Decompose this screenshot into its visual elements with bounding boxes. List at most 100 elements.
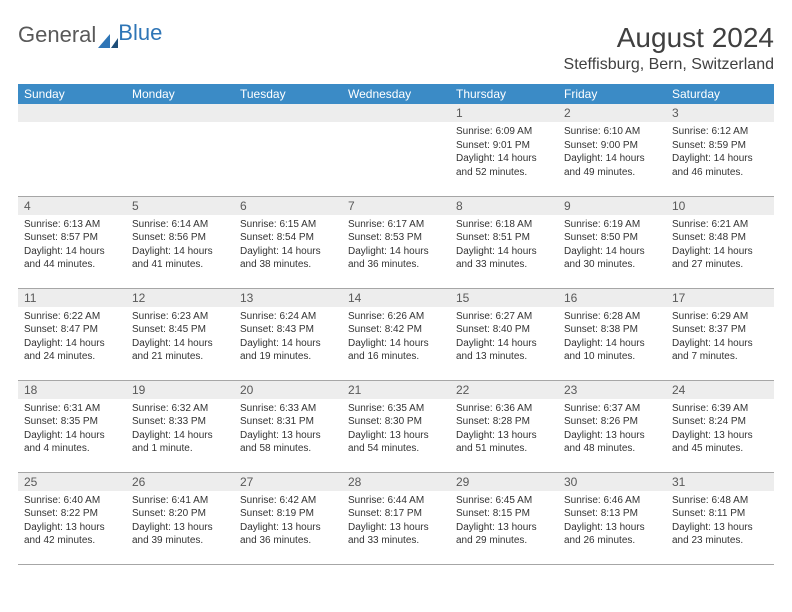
calendar-cell: 31Sunrise: 6:48 AMSunset: 8:11 PMDayligh… xyxy=(666,472,774,564)
daylight-line: Daylight: 14 hours and 24 minutes. xyxy=(24,337,120,364)
sunrise-line: Sunrise: 6:18 AM xyxy=(456,218,552,232)
sunset-line: Sunset: 9:00 PM xyxy=(564,139,660,153)
day-details: Sunrise: 6:46 AMSunset: 8:13 PMDaylight:… xyxy=(558,491,666,552)
calendar-cell: 17Sunrise: 6:29 AMSunset: 8:37 PMDayligh… xyxy=(666,288,774,380)
daylight-line: Daylight: 13 hours and 39 minutes. xyxy=(132,521,228,548)
calendar-cell: 24Sunrise: 6:39 AMSunset: 8:24 PMDayligh… xyxy=(666,380,774,472)
sunset-line: Sunset: 8:45 PM xyxy=(132,323,228,337)
daylight-line: Daylight: 14 hours and 16 minutes. xyxy=(348,337,444,364)
day-number: 10 xyxy=(666,197,774,215)
calendar-cell: 13Sunrise: 6:24 AMSunset: 8:43 PMDayligh… xyxy=(234,288,342,380)
sunset-line: Sunset: 8:56 PM xyxy=(132,231,228,245)
day-number: 15 xyxy=(450,289,558,307)
daylight-line: Daylight: 14 hours and 33 minutes. xyxy=(456,245,552,272)
calendar-cell: 29Sunrise: 6:45 AMSunset: 8:15 PMDayligh… xyxy=(450,472,558,564)
sunrise-line: Sunrise: 6:27 AM xyxy=(456,310,552,324)
sunset-line: Sunset: 8:50 PM xyxy=(564,231,660,245)
calendar-row: 11Sunrise: 6:22 AMSunset: 8:47 PMDayligh… xyxy=(18,288,774,380)
weekday-header: Saturday xyxy=(666,84,774,104)
daylight-line: Daylight: 14 hours and 10 minutes. xyxy=(564,337,660,364)
sunset-line: Sunset: 9:01 PM xyxy=(456,139,552,153)
day-number: 2 xyxy=(558,104,666,122)
sunrise-line: Sunrise: 6:24 AM xyxy=(240,310,336,324)
day-details: Sunrise: 6:44 AMSunset: 8:17 PMDaylight:… xyxy=(342,491,450,552)
day-details: Sunrise: 6:18 AMSunset: 8:51 PMDaylight:… xyxy=(450,215,558,276)
day-details: Sunrise: 6:22 AMSunset: 8:47 PMDaylight:… xyxy=(18,307,126,368)
sunset-line: Sunset: 8:35 PM xyxy=(24,415,120,429)
daylight-line: Daylight: 13 hours and 51 minutes. xyxy=(456,429,552,456)
daylight-line: Daylight: 13 hours and 29 minutes. xyxy=(456,521,552,548)
sunrise-line: Sunrise: 6:09 AM xyxy=(456,125,552,139)
calendar-cell: 27Sunrise: 6:42 AMSunset: 8:19 PMDayligh… xyxy=(234,472,342,564)
day-number: 31 xyxy=(666,473,774,491)
daylight-line: Daylight: 14 hours and 30 minutes. xyxy=(564,245,660,272)
sunset-line: Sunset: 8:19 PM xyxy=(240,507,336,521)
calendar-cell: 22Sunrise: 6:36 AMSunset: 8:28 PMDayligh… xyxy=(450,380,558,472)
sunrise-line: Sunrise: 6:22 AM xyxy=(24,310,120,324)
day-number-empty xyxy=(126,104,234,122)
day-number: 9 xyxy=(558,197,666,215)
day-details: Sunrise: 6:35 AMSunset: 8:30 PMDaylight:… xyxy=(342,399,450,460)
weekday-header: Sunday xyxy=(18,84,126,104)
day-details: Sunrise: 6:19 AMSunset: 8:50 PMDaylight:… xyxy=(558,215,666,276)
daylight-line: Daylight: 13 hours and 23 minutes. xyxy=(672,521,768,548)
sunrise-line: Sunrise: 6:46 AM xyxy=(564,494,660,508)
daylight-line: Daylight: 13 hours and 42 minutes. xyxy=(24,521,120,548)
calendar-cell: 5Sunrise: 6:14 AMSunset: 8:56 PMDaylight… xyxy=(126,196,234,288)
day-details: Sunrise: 6:27 AMSunset: 8:40 PMDaylight:… xyxy=(450,307,558,368)
sunrise-line: Sunrise: 6:12 AM xyxy=(672,125,768,139)
sunrise-line: Sunrise: 6:14 AM xyxy=(132,218,228,232)
sunset-line: Sunset: 8:38 PM xyxy=(564,323,660,337)
daylight-line: Daylight: 13 hours and 58 minutes. xyxy=(240,429,336,456)
day-details: Sunrise: 6:26 AMSunset: 8:42 PMDaylight:… xyxy=(342,307,450,368)
calendar-cell: 26Sunrise: 6:41 AMSunset: 8:20 PMDayligh… xyxy=(126,472,234,564)
day-details: Sunrise: 6:13 AMSunset: 8:57 PMDaylight:… xyxy=(18,215,126,276)
sunrise-line: Sunrise: 6:37 AM xyxy=(564,402,660,416)
daylight-line: Daylight: 14 hours and 36 minutes. xyxy=(348,245,444,272)
sunset-line: Sunset: 8:31 PM xyxy=(240,415,336,429)
daylight-line: Daylight: 14 hours and 19 minutes. xyxy=(240,337,336,364)
calendar-row: 18Sunrise: 6:31 AMSunset: 8:35 PMDayligh… xyxy=(18,380,774,472)
day-number: 30 xyxy=(558,473,666,491)
day-details: Sunrise: 6:17 AMSunset: 8:53 PMDaylight:… xyxy=(342,215,450,276)
day-number: 5 xyxy=(126,197,234,215)
sunset-line: Sunset: 8:37 PM xyxy=(672,323,768,337)
sunset-line: Sunset: 8:33 PM xyxy=(132,415,228,429)
daylight-line: Daylight: 14 hours and 46 minutes. xyxy=(672,152,768,179)
day-details: Sunrise: 6:42 AMSunset: 8:19 PMDaylight:… xyxy=(234,491,342,552)
calendar-cell: 8Sunrise: 6:18 AMSunset: 8:51 PMDaylight… xyxy=(450,196,558,288)
day-number: 4 xyxy=(18,197,126,215)
day-details: Sunrise: 6:15 AMSunset: 8:54 PMDaylight:… xyxy=(234,215,342,276)
sunrise-line: Sunrise: 6:31 AM xyxy=(24,402,120,416)
calendar-cell: 4Sunrise: 6:13 AMSunset: 8:57 PMDaylight… xyxy=(18,196,126,288)
daylight-line: Daylight: 14 hours and 44 minutes. xyxy=(24,245,120,272)
daylight-line: Daylight: 14 hours and 1 minute. xyxy=(132,429,228,456)
day-details: Sunrise: 6:36 AMSunset: 8:28 PMDaylight:… xyxy=(450,399,558,460)
sunrise-line: Sunrise: 6:17 AM xyxy=(348,218,444,232)
sunrise-line: Sunrise: 6:44 AM xyxy=(348,494,444,508)
calendar-cell: 25Sunrise: 6:40 AMSunset: 8:22 PMDayligh… xyxy=(18,472,126,564)
calendar-cell: 11Sunrise: 6:22 AMSunset: 8:47 PMDayligh… xyxy=(18,288,126,380)
daylight-line: Daylight: 14 hours and 49 minutes. xyxy=(564,152,660,179)
brand-logo: General Blue xyxy=(18,22,162,48)
day-number: 3 xyxy=(666,104,774,122)
sunrise-line: Sunrise: 6:41 AM xyxy=(132,494,228,508)
calendar-row: 4Sunrise: 6:13 AMSunset: 8:57 PMDaylight… xyxy=(18,196,774,288)
sunrise-line: Sunrise: 6:33 AM xyxy=(240,402,336,416)
day-number: 11 xyxy=(18,289,126,307)
brand-part1: General xyxy=(18,22,96,48)
calendar-cell: 10Sunrise: 6:21 AMSunset: 8:48 PMDayligh… xyxy=(666,196,774,288)
calendar-cell xyxy=(234,104,342,196)
daylight-line: Daylight: 14 hours and 7 minutes. xyxy=(672,337,768,364)
sunrise-line: Sunrise: 6:42 AM xyxy=(240,494,336,508)
calendar-cell: 15Sunrise: 6:27 AMSunset: 8:40 PMDayligh… xyxy=(450,288,558,380)
calendar-cell: 30Sunrise: 6:46 AMSunset: 8:13 PMDayligh… xyxy=(558,472,666,564)
day-number: 23 xyxy=(558,381,666,399)
daylight-line: Daylight: 14 hours and 21 minutes. xyxy=(132,337,228,364)
calendar-cell: 2Sunrise: 6:10 AMSunset: 9:00 PMDaylight… xyxy=(558,104,666,196)
day-details: Sunrise: 6:33 AMSunset: 8:31 PMDaylight:… xyxy=(234,399,342,460)
sunrise-line: Sunrise: 6:48 AM xyxy=(672,494,768,508)
calendar-table: SundayMondayTuesdayWednesdayThursdayFrid… xyxy=(18,84,774,565)
day-details: Sunrise: 6:14 AMSunset: 8:56 PMDaylight:… xyxy=(126,215,234,276)
sunset-line: Sunset: 8:13 PM xyxy=(564,507,660,521)
